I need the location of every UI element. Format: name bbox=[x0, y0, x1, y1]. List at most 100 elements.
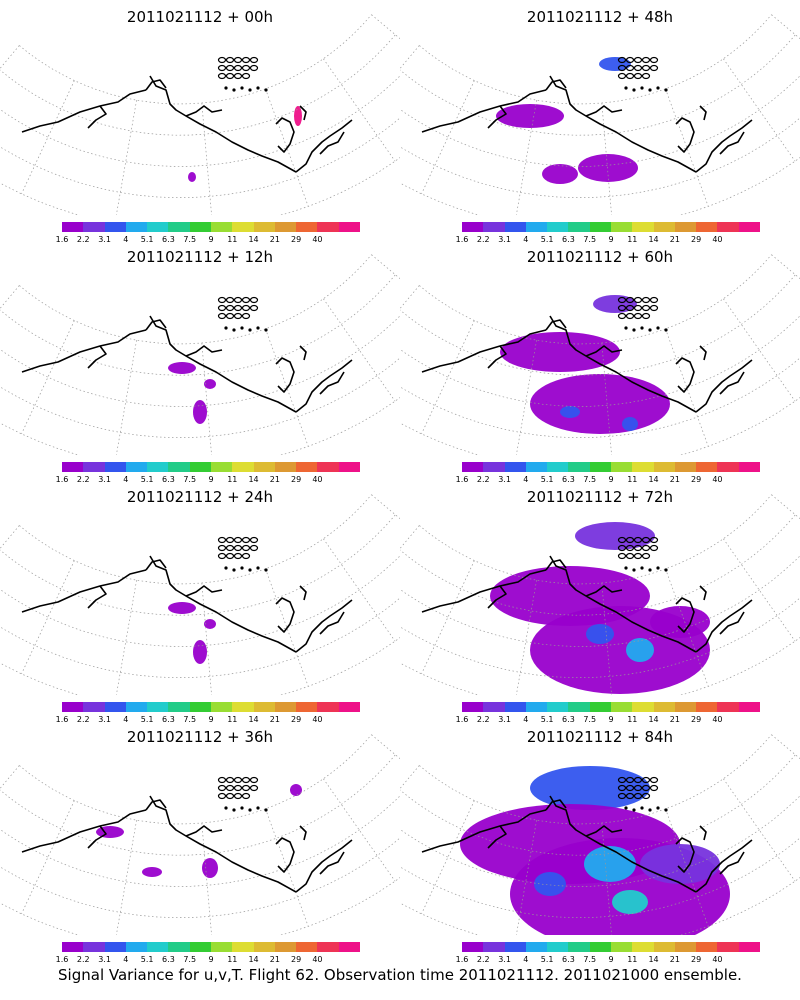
colorbar-swatch bbox=[653, 942, 675, 952]
forecast-panel: 2011021112 + 00h 1.6 2.2 3.1 4 5.1 6.3 7.5 9 11 14… bbox=[0, 0, 400, 244]
coastline bbox=[675, 837, 695, 873]
island bbox=[649, 64, 659, 72]
meridian-gridline bbox=[723, 58, 796, 162]
colorbar-swatch bbox=[274, 942, 297, 952]
colorbar-swatch bbox=[632, 702, 654, 712]
colorbar-swatch bbox=[83, 222, 105, 232]
coastline bbox=[87, 585, 107, 609]
colorbar-swatch bbox=[717, 222, 739, 232]
colorbar-label: 40 bbox=[712, 475, 723, 484]
island-dot bbox=[224, 86, 228, 90]
island bbox=[249, 776, 259, 784]
colorbar-label: 5.1 bbox=[140, 475, 154, 484]
island bbox=[633, 312, 643, 320]
colorbar-label: 40 bbox=[312, 475, 323, 484]
island bbox=[233, 304, 243, 312]
colorbar-label: 5.1 bbox=[540, 955, 554, 964]
variance-region bbox=[142, 867, 162, 877]
island-dot bbox=[224, 566, 228, 570]
colorbar-swatch bbox=[253, 942, 275, 952]
variance-region bbox=[586, 624, 614, 644]
forecast-panel: 2011021112 + 84h 1.6 2.2 3.1 4 5.1 6.3 7.5 9 11 14… bbox=[400, 720, 800, 964]
colorbar-label: 29 bbox=[291, 475, 302, 484]
island bbox=[217, 312, 227, 320]
island bbox=[617, 792, 627, 800]
variance-region bbox=[496, 104, 564, 128]
colorbar-label: 5.1 bbox=[540, 475, 554, 484]
colorbar-label: 3.1 bbox=[98, 475, 111, 484]
coastline bbox=[585, 585, 623, 597]
meridian-gridline bbox=[723, 778, 796, 882]
meridian-gridline bbox=[21, 80, 75, 195]
colorbar bbox=[462, 942, 760, 952]
colorbar-label: 6.3 bbox=[162, 475, 175, 484]
colorbar-labels: 1.6 2.2 3.1 4 5.1 6.3 7.5 9 11 14 21 29 40 bbox=[56, 955, 360, 965]
figure-caption: Signal Variance for u,v,T. Flight 62. Ob… bbox=[58, 966, 742, 984]
island-dot bbox=[664, 328, 668, 332]
meridian-gridline bbox=[665, 808, 709, 927]
island bbox=[233, 776, 243, 784]
colorbar bbox=[62, 462, 360, 472]
colorbar-swatch bbox=[589, 222, 611, 232]
island bbox=[625, 64, 635, 72]
colorbar-label: 3.1 bbox=[498, 955, 511, 964]
island bbox=[625, 56, 635, 64]
colorbar-swatch bbox=[125, 702, 148, 712]
colorbar-label: 21 bbox=[269, 715, 280, 724]
latitude-gridline bbox=[400, 75, 800, 167]
colorbar-swatch bbox=[168, 462, 190, 472]
variance-region bbox=[560, 406, 580, 418]
colorbar-swatch bbox=[589, 702, 611, 712]
island bbox=[217, 296, 227, 304]
island bbox=[641, 296, 651, 304]
colorbar-swatch bbox=[568, 702, 590, 712]
colorbar-swatch bbox=[125, 942, 148, 952]
meridian-gridline bbox=[371, 254, 400, 280]
meridian-gridline bbox=[115, 580, 137, 695]
panel-title: 2011021112 + 84h bbox=[526, 728, 674, 746]
colorbar-label: 21 bbox=[669, 715, 680, 724]
coastline bbox=[295, 119, 353, 173]
latitude-gridline bbox=[0, 754, 396, 856]
panel-title: 2011021112 + 60h bbox=[526, 248, 674, 266]
colorbar-swatch bbox=[189, 702, 211, 712]
island bbox=[225, 64, 235, 72]
island-dot bbox=[648, 568, 652, 572]
colorbar-label: 14 bbox=[248, 475, 259, 484]
colorbar-label: 11 bbox=[227, 235, 238, 244]
colorbar-swatch bbox=[547, 462, 569, 472]
island bbox=[649, 296, 659, 304]
colorbar-swatch bbox=[189, 942, 211, 952]
variance-region bbox=[188, 172, 196, 182]
colorbar-label: 14 bbox=[248, 235, 259, 244]
colorbar-swatch bbox=[83, 462, 105, 472]
colorbar-label: 5.1 bbox=[140, 235, 154, 244]
coastline bbox=[545, 559, 567, 571]
variance-region bbox=[584, 846, 636, 882]
coastline bbox=[21, 569, 147, 613]
colorbar-swatch bbox=[696, 702, 718, 712]
coastline bbox=[87, 825, 107, 849]
meridian-gridline bbox=[371, 734, 400, 760]
colorbar-label: 11 bbox=[627, 235, 638, 244]
island bbox=[225, 776, 235, 784]
island bbox=[649, 544, 659, 552]
island bbox=[633, 784, 643, 792]
colorbar bbox=[462, 222, 760, 232]
island-dot bbox=[240, 566, 244, 570]
island-dot bbox=[656, 86, 660, 90]
variance-region bbox=[204, 379, 216, 389]
colorbar-swatch bbox=[504, 942, 526, 952]
island-dot bbox=[256, 326, 260, 330]
colorbar-label: 29 bbox=[691, 475, 702, 484]
colorbar-label: 9 bbox=[208, 235, 214, 244]
meridian-gridline bbox=[400, 765, 420, 790]
colorbar-swatch bbox=[525, 222, 548, 232]
colorbar-swatch bbox=[104, 702, 126, 712]
colorbar-label: 9 bbox=[208, 475, 214, 484]
variance-region bbox=[612, 890, 648, 914]
colorbar-label: 11 bbox=[227, 955, 238, 964]
colorbar-swatch bbox=[338, 222, 360, 232]
island-dot bbox=[248, 808, 252, 812]
island bbox=[617, 776, 627, 784]
